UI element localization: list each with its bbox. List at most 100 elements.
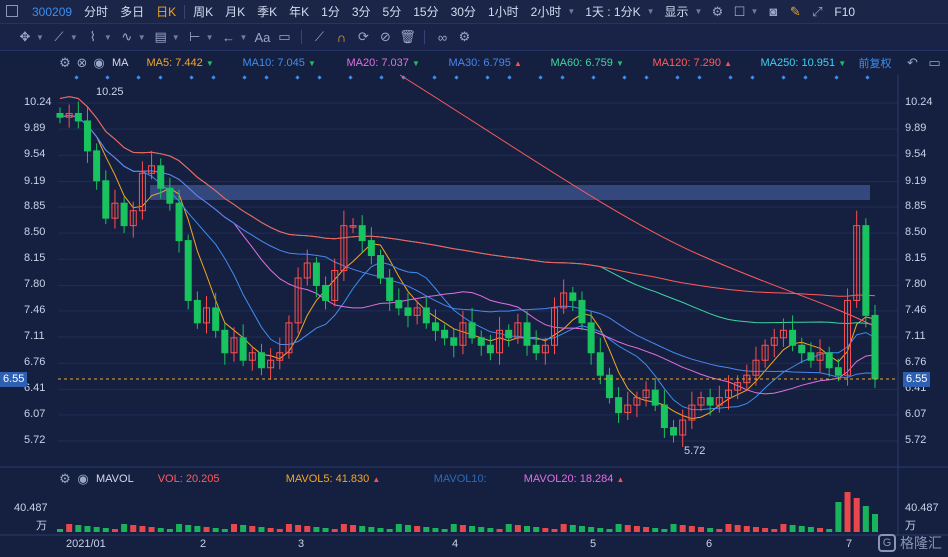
event-marker-dot[interactable] <box>432 75 437 80</box>
period-weekly[interactable]: 周K <box>193 5 214 19</box>
period-5min[interactable]: 5分 <box>382 5 402 19</box>
event-marker-dot[interactable] <box>781 75 786 80</box>
line-tool-icon[interactable]: ⟋ <box>54 29 64 44</box>
arrow-tool-icon[interactable]: ← <box>222 29 236 45</box>
period-15min[interactable]: 15分 <box>413 5 439 19</box>
event-marker-dot[interactable] <box>728 75 733 80</box>
volume-bar <box>176 524 183 532</box>
sidebar-toggle-icon[interactable] <box>6 5 18 17</box>
gear-icon[interactable]: ⚙ <box>59 471 71 486</box>
move-icon[interactable]: ✥ <box>19 29 31 44</box>
settings-icon[interactable]: ⚙ <box>458 29 471 44</box>
minimize-icon[interactable]: ▭ <box>928 55 941 70</box>
text-tool-icon[interactable]: Aa <box>254 29 271 45</box>
volume-bar <box>148 527 155 532</box>
period-multiday[interactable]: 多日 <box>120 5 145 19</box>
gear-icon[interactable]: ⚙ <box>711 3 724 19</box>
period-2hour[interactable]: 2小时 <box>530 5 562 19</box>
event-marker-dot[interactable] <box>264 75 269 80</box>
price-zone-band <box>150 185 870 200</box>
chevron-down-icon[interactable]: ▼ <box>69 32 78 42</box>
date-tick-label: 2021/01 <box>66 538 106 550</box>
event-marker-dot[interactable] <box>675 75 680 80</box>
period-custom[interactable]: 1天 : 1分K <box>585 5 641 19</box>
ma-indicator-name[interactable]: MA <box>112 57 129 69</box>
gear-icon[interactable]: ⚙ <box>59 55 71 70</box>
price-tick-label: 9.54 <box>905 148 927 161</box>
eye-icon[interactable]: ◉ <box>93 55 105 70</box>
chevron-down-icon[interactable]: ▼ <box>239 32 248 42</box>
event-marker-dot[interactable] <box>507 75 512 80</box>
polyline-tool-icon[interactable]: ⌇ <box>89 29 97 44</box>
chevron-down-icon[interactable]: ▼ <box>103 32 112 42</box>
event-marker-dot[interactable] <box>644 75 649 80</box>
checkbox-icon[interactable]: ☐ <box>733 3 746 19</box>
event-marker-dot[interactable] <box>136 75 141 80</box>
magnet-icon[interactable]: ∩ <box>336 29 347 45</box>
period-intraday[interactable]: 分时 <box>84 5 109 19</box>
wave-tool-icon[interactable]: ∿ <box>121 29 133 44</box>
event-marker-dot[interactable] <box>242 75 247 80</box>
period-daily[interactable]: 日K <box>156 5 177 19</box>
period-monthly[interactable]: 月K <box>225 5 246 19</box>
event-marker-dot[interactable] <box>834 75 839 80</box>
event-marker-dot[interactable] <box>622 75 627 80</box>
adjust-mode[interactable]: 前复权 <box>858 58 892 70</box>
period-quarterly[interactable]: 季K <box>257 5 278 19</box>
fullscreen-icon[interactable]: ⤢ <box>812 3 823 19</box>
event-marker-dot[interactable] <box>560 75 565 80</box>
event-marker-dot[interactable] <box>211 75 216 80</box>
candle-body <box>358 225 366 242</box>
trash-icon[interactable]: 🗑 <box>399 29 416 44</box>
chevron-down-icon[interactable]: ▼ <box>36 32 44 42</box>
event-marker-dot[interactable] <box>295 75 300 80</box>
chevron-down-icon[interactable]: ▼ <box>205 32 214 42</box>
candle-body <box>532 344 540 354</box>
period-3min[interactable]: 3分 <box>351 5 371 19</box>
link-icon[interactable]: ∞ <box>437 29 448 45</box>
event-marker-dot[interactable] <box>697 75 702 80</box>
event-marker-dot[interactable] <box>803 75 808 80</box>
hide-icon[interactable]: ⊘ <box>380 29 391 44</box>
chevron-down-icon[interactable]: ▼ <box>694 7 703 16</box>
event-marker-dot[interactable] <box>591 75 596 80</box>
event-marker-dot[interactable] <box>865 75 870 80</box>
period-1hour[interactable]: 1小时 <box>487 5 519 19</box>
pencil-icon[interactable]: ✎ <box>789 3 801 19</box>
eye-icon[interactable]: ◉ <box>77 471 89 486</box>
event-marker-dot[interactable] <box>317 75 322 80</box>
comment-icon[interactable]: ▭ <box>278 29 291 44</box>
close-icon[interactable]: ⊗ <box>76 55 88 70</box>
stock-code[interactable]: 300209 <box>32 4 73 19</box>
camera-icon[interactable]: ◙ <box>769 4 778 19</box>
range-tool-icon[interactable]: ⊢ <box>188 29 201 44</box>
ruler-icon[interactable]: ⟋ <box>314 29 324 44</box>
event-marker-dot[interactable] <box>750 75 755 80</box>
chevron-down-icon[interactable]: ▼ <box>750 7 759 16</box>
event-marker-dot[interactable] <box>74 75 79 80</box>
period-yearly[interactable]: 年K <box>289 5 310 19</box>
trend-icon: ▼ <box>615 59 624 68</box>
event-marker-dot[interactable] <box>485 75 490 80</box>
chart-tool-icon[interactable]: ▤ <box>154 29 167 44</box>
undo-icon[interactable]: ↶ <box>907 55 918 70</box>
event-marker-dot[interactable] <box>348 75 353 80</box>
event-marker-dot[interactable] <box>105 75 110 80</box>
chevron-down-icon[interactable]: ▼ <box>137 32 146 42</box>
chevron-down-icon[interactable]: ▼ <box>171 32 180 42</box>
chevron-down-icon[interactable]: ▼ <box>567 7 576 16</box>
period-1min[interactable]: 1分 <box>321 5 340 19</box>
chevron-down-icon[interactable]: ▼ <box>646 7 655 16</box>
sync-icon[interactable]: ⟳ <box>358 29 369 44</box>
event-marker-dot[interactable] <box>454 75 459 80</box>
event-marker-dot[interactable] <box>538 75 543 80</box>
event-marker-dot[interactable] <box>158 75 163 80</box>
display-menu[interactable]: 显示 <box>664 5 689 19</box>
f10-button[interactable]: F10 <box>834 4 856 19</box>
event-marker-dot[interactable] <box>379 75 384 80</box>
event-marker-dot[interactable] <box>189 75 194 80</box>
volume-indicator-name[interactable]: MAVOL <box>96 473 134 485</box>
ma60-label: MA60: 6.759 <box>550 57 613 69</box>
period-30min[interactable]: 30分 <box>450 5 476 19</box>
